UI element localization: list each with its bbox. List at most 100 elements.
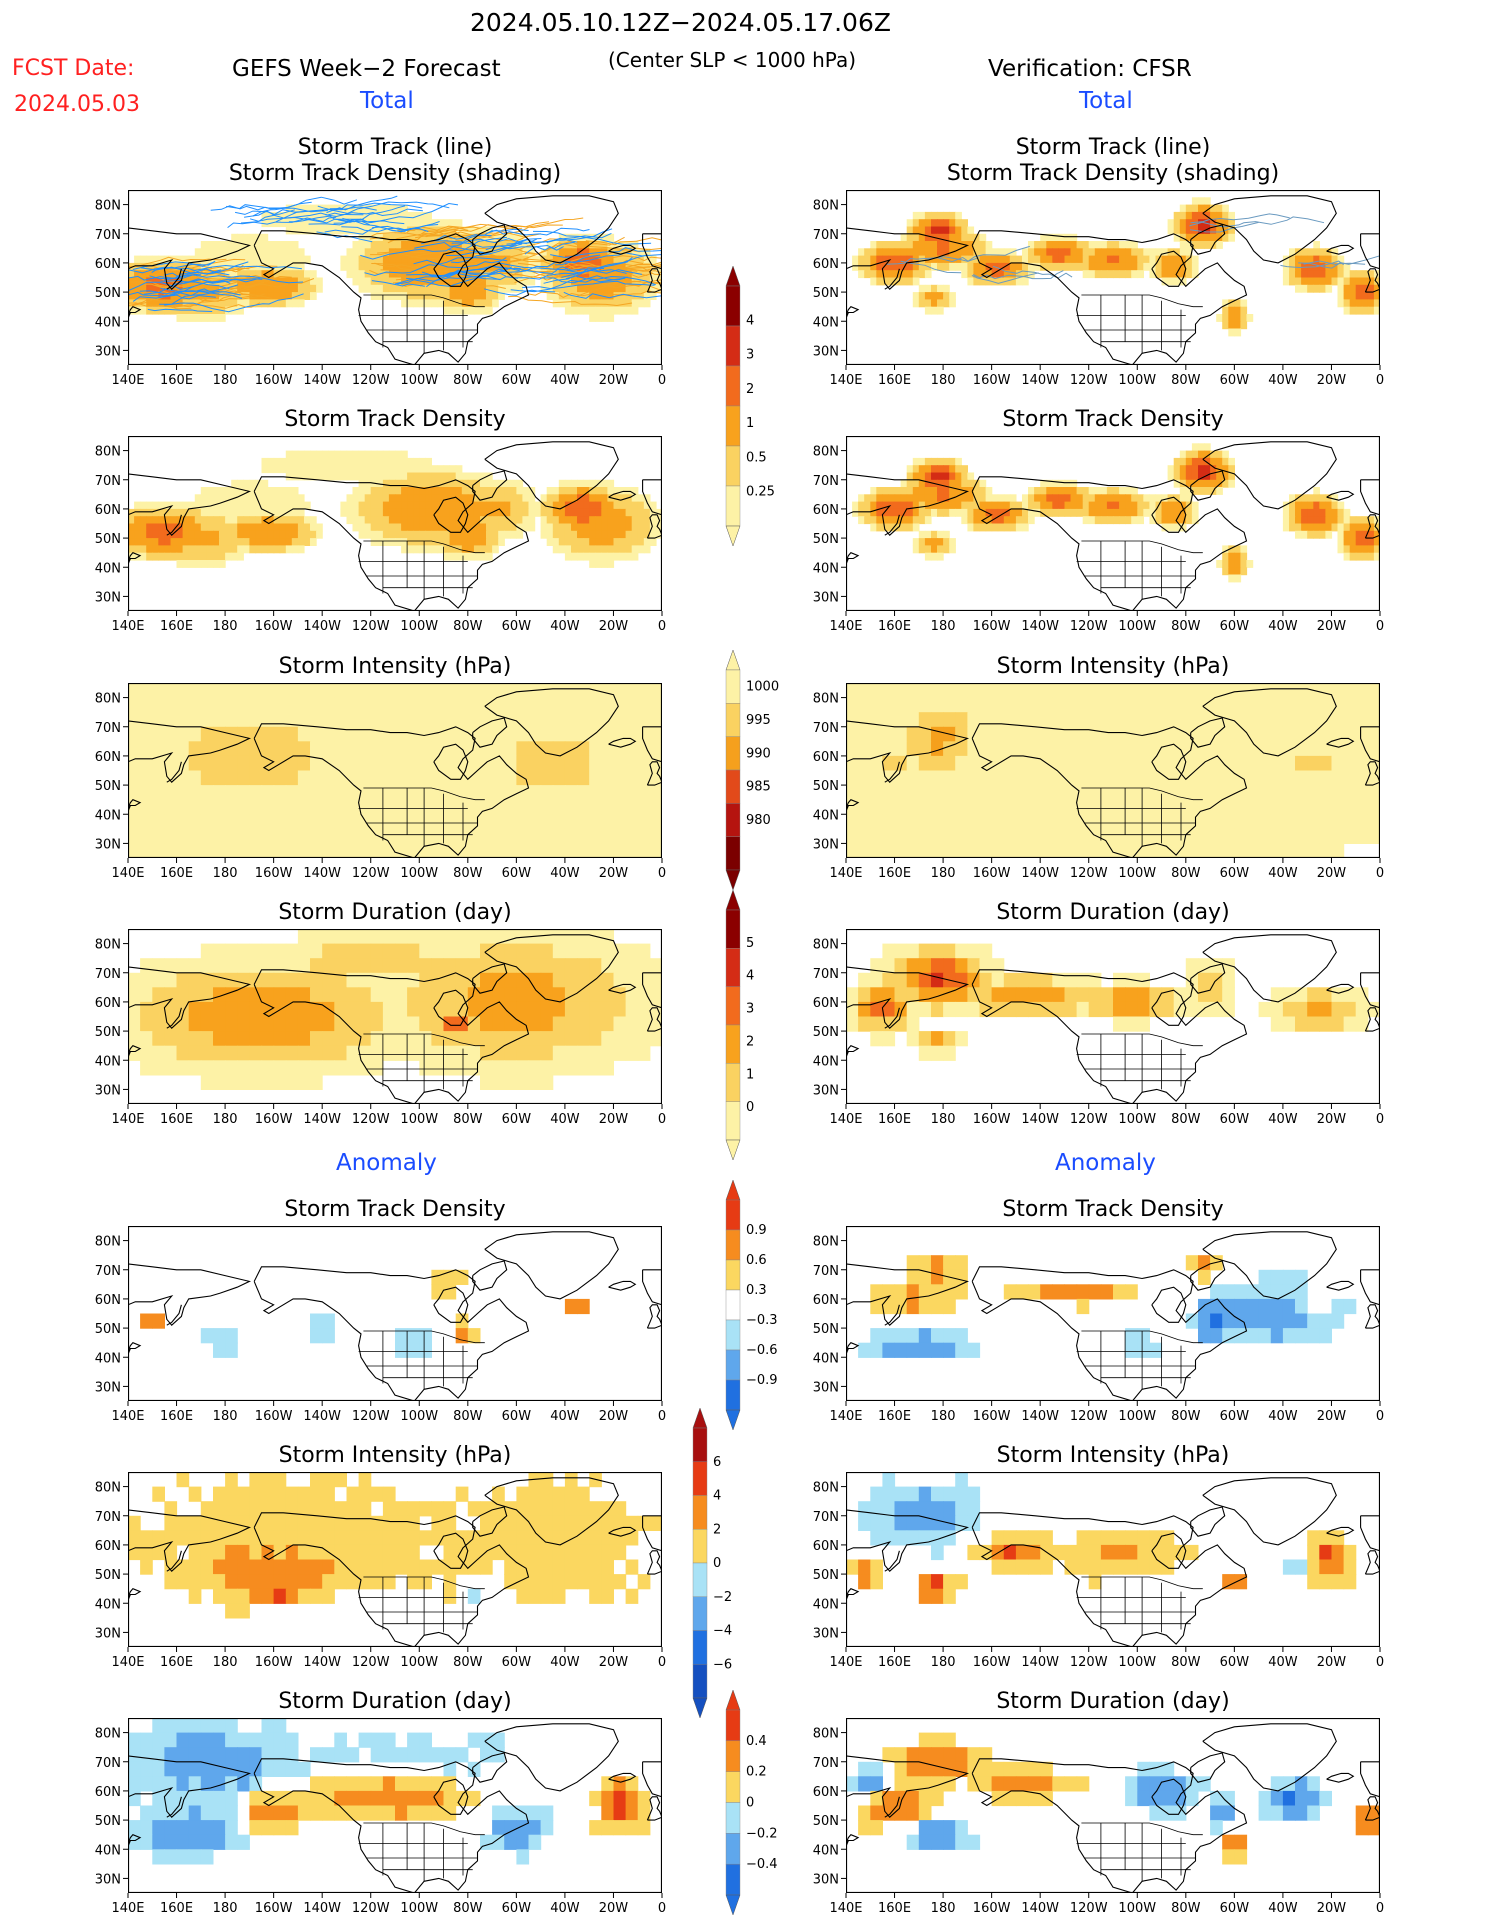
map-panel-total-track-forecast: Storm Track (line)Storm Track Density (s…	[95, 135, 666, 388]
lon-tick-label: 140W	[1021, 1901, 1059, 1916]
coastline-northAmerica	[253, 1758, 530, 1893]
lon-tick-label: 40W	[1268, 1409, 1298, 1424]
colorbar-swatch	[725, 986, 741, 1026]
lat-tick-label: 30N	[95, 1380, 121, 1395]
map-panel-total-density-verification: Storm Track Density 140E 160E 180 160W 140W 12…	[813, 407, 1384, 634]
lat-tick-label: 40N	[813, 808, 839, 823]
lon-tick-label: 180	[213, 1655, 238, 1670]
lat-tick-label: 30N	[813, 1626, 839, 1641]
lon-tick-label: 160E	[878, 1112, 911, 1127]
colorbar-label: −4	[713, 1624, 732, 1639]
coastline-britain	[646, 1796, 662, 1821]
colorbar-arrow-bottom	[725, 525, 741, 547]
coastline-greenland	[1202, 934, 1337, 1003]
lon-tick-label: 40W	[1268, 1901, 1298, 1916]
coastline-asiaEast	[846, 966, 970, 1029]
lat-tick-label: 30N	[813, 1083, 839, 1098]
panel-title: Storm Track Density	[284, 407, 505, 432]
coastline-asiaEast	[128, 1263, 252, 1326]
colorbar-arrow-bottom	[725, 1894, 741, 1916]
panel-subtitle: Storm Track Density (shading)	[229, 161, 561, 186]
lon-tick-label: 140E	[829, 866, 862, 881]
lat-tick-label: 70N	[95, 967, 121, 982]
colorbar-swatch	[725, 1802, 741, 1834]
lon-tick-label: 160E	[160, 373, 193, 388]
coastline-hudsonBay	[433, 496, 469, 533]
coastline-asiaEast	[846, 1755, 970, 1818]
coastline-northAmerica	[253, 969, 530, 1104]
lon-tick-label: 160W	[255, 1655, 293, 1670]
lon-tick-label: 40W	[1268, 1655, 1298, 1670]
coastline-asiaEast	[846, 720, 970, 783]
lon-tick-label: 160E	[160, 1655, 193, 1670]
lon-tick-label: 180	[931, 373, 956, 388]
colorbar-swatch	[725, 1771, 741, 1803]
coastline-greenland	[484, 1723, 619, 1792]
colorbar-swatch	[725, 1101, 741, 1141]
lat-tick-label: 30N	[95, 1626, 121, 1641]
lat-tick-label: 40N	[95, 1054, 121, 1069]
lon-tick-label: 160E	[160, 1409, 193, 1424]
colorbar-swatch	[725, 1199, 741, 1231]
map-panel-anom-duration-verification: Storm Duration (day) 140E 160E 180 160W 140W 1…	[813, 1689, 1384, 1916]
right-anomaly-label: Anomaly	[1055, 1150, 1156, 1176]
map-area	[846, 436, 1380, 611]
lon-tick-label: 80W	[453, 1901, 483, 1916]
coastline-iceland	[608, 1526, 637, 1537]
lat-tick-label: 80N	[813, 1481, 839, 1496]
colorbar-label: 0.25	[746, 485, 775, 500]
coastline-britain	[1364, 1007, 1380, 1032]
coastline-iceland	[1326, 1280, 1355, 1291]
map-panel-anom-duration-forecast: Storm Duration (day) 140E 160E 180 160W 140W 1…	[95, 1689, 666, 1916]
colorbar-swatch	[725, 948, 741, 987]
lon-tick-label: 120W	[352, 1655, 390, 1670]
lat-tick-label: 40N	[813, 561, 839, 576]
lat-tick-label: 60N	[95, 1293, 121, 1308]
lon-tick-label: 100W	[400, 619, 438, 634]
colorbar-swatch	[692, 1529, 708, 1564]
colorbar-swatch	[725, 1319, 741, 1351]
coastline-greenland	[1202, 1231, 1337, 1300]
lon-tick-label: 0	[1376, 373, 1384, 388]
colorbar-swatch	[692, 1427, 708, 1462]
lon-tick-label: 140W	[303, 619, 341, 634]
coastline-scandinavia	[1360, 726, 1380, 763]
lon-tick-label: 120W	[1070, 1655, 1108, 1670]
coastline-britain	[1364, 761, 1380, 786]
coastline-britain	[646, 514, 662, 539]
lon-tick-label: 140E	[111, 1901, 144, 1916]
lat-tick-label: 50N	[813, 1814, 839, 1829]
colorbar-swatch	[725, 1349, 741, 1381]
panel-title: Storm Intensity (hPa)	[997, 654, 1230, 679]
coastline-hudsonBay	[1151, 496, 1187, 533]
colorbar-swatch	[725, 836, 741, 871]
colorbar-swatch	[725, 669, 741, 704]
panel-title: Storm Duration (day)	[278, 900, 511, 925]
lon-tick-label: 20W	[599, 1409, 629, 1424]
colorbar-swatch	[692, 1664, 708, 1699]
coastline-scandinavia	[642, 972, 662, 1009]
panel-title: Storm Track (line)	[1016, 135, 1211, 160]
colorbar-intensity: 1000 995 990 985 980	[725, 649, 779, 891]
coastline-scandinavia	[1360, 233, 1380, 270]
colorbar-label: 0	[713, 1556, 721, 1571]
lat-tick-label: 60N	[95, 1539, 121, 1554]
colorbar-duration: 5 4 3 2 1 0	[725, 889, 754, 1161]
fcst-date-label: FCST Date:	[12, 56, 135, 81]
lon-tick-label: 60W	[1220, 1112, 1250, 1127]
lon-tick-label: 80W	[453, 1112, 483, 1127]
lon-tick-label: 120W	[1070, 1112, 1108, 1127]
left-total-label: Total	[360, 88, 414, 114]
map-area	[846, 929, 1380, 1104]
map-panel-anom-density-verification: Storm Track Density 140E 160E 180 160W 140W 12…	[813, 1197, 1384, 1424]
lon-tick-label: 160W	[255, 619, 293, 634]
map-frame	[128, 1226, 662, 1401]
lon-tick-label: 40W	[550, 1112, 580, 1127]
coastline-hudsonBay	[433, 989, 469, 1026]
colorbar-swatch	[692, 1630, 708, 1665]
lat-tick-label: 40N	[813, 1054, 839, 1069]
colorbar-arrow-top	[725, 889, 741, 911]
lon-tick-label: 0	[1376, 619, 1384, 634]
lon-tick-label: 140W	[303, 1409, 341, 1424]
coastline-northAmerica	[253, 476, 530, 611]
